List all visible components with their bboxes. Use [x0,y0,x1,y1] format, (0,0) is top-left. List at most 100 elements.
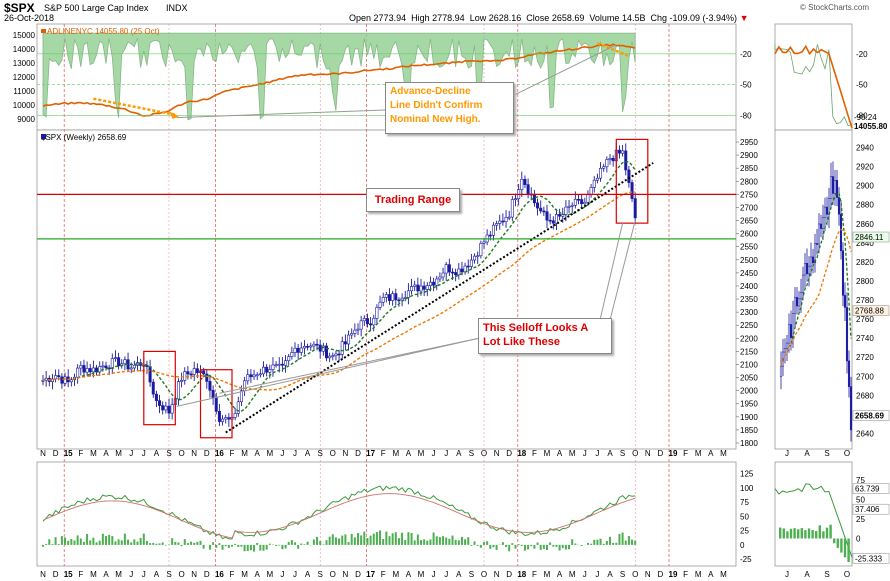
x-tick-label: M [392,449,399,458]
histogram-bar [108,534,111,545]
histogram-bar [508,544,511,552]
price-candle [365,318,369,325]
histogram-bar [325,540,328,545]
close-value: 2658.69 [551,13,585,23]
price-candle [387,294,391,301]
side-histogram-bar [847,538,850,562]
main-panel-frame-side [774,129,853,450]
histogram-bar [243,544,246,552]
price-candle [233,413,237,418]
side-price-label: 2768.88 [855,307,884,316]
histogram-bar [407,532,410,545]
histogram-bar [344,534,347,545]
x-tick-label: J [280,449,284,458]
y-tick-label: 2200 [740,334,758,343]
bottom-right-tick: 125 [740,470,754,479]
histogram-bar [369,535,372,545]
histogram-bar [564,544,567,550]
histogram-bar [609,536,611,545]
price-candle [466,265,470,268]
price-candle [589,187,593,195]
price-candle [353,329,357,334]
histogram-bar [196,541,199,545]
top-right-tick: -20 [740,50,752,59]
side-main-tick: 2780 [856,296,874,305]
price-candle [202,370,206,375]
histogram-bar [111,536,114,545]
top-panel-frame-side [774,23,853,131]
price-candle [397,299,401,302]
side-price-candle [787,324,791,344]
histogram-bar [375,532,378,545]
side-osc-label: 63.739 [855,485,880,494]
side-price-candle [793,297,797,314]
price-candle [217,411,221,422]
price-candle [350,333,354,336]
price-candle [132,364,136,369]
x-tick-label: N [494,449,500,458]
histogram-bar [410,533,413,545]
price-candle [315,343,319,346]
x-tick-label: F [532,449,537,458]
side-histogram-bar [789,528,793,539]
price-candle [381,297,385,303]
histogram-bar [338,538,341,545]
histogram-bar [246,544,249,551]
ad-arrow-head [169,111,180,119]
price-candle [422,285,426,290]
price-candle [252,374,256,378]
histogram-bar [511,543,514,545]
price-candle [176,381,180,400]
histogram-bar [67,540,70,545]
side-top-tick: -80 [856,112,868,121]
histogram-bar [284,544,287,549]
price-candle [454,272,458,276]
bottom-right-tick: 75 [740,498,749,507]
side-price-candle [783,348,787,353]
price-candle [611,158,615,162]
histogram-bar [82,541,85,545]
x-tick-label: A [154,449,160,458]
histogram-bar [586,542,589,545]
price-candle [473,255,477,261]
histogram-bar [460,536,463,545]
histogram-bar [48,539,51,545]
x-tick-label: M [720,449,727,458]
side-price-candle [821,217,825,229]
histogram-bar [479,544,482,548]
histogram-bar [426,540,429,545]
side-osc-label-box [852,553,890,564]
price-candle [469,259,473,267]
histogram-bar [183,539,186,545]
histogram-bar [57,544,60,545]
price-candle [312,343,316,347]
side-histogram-bar [836,538,839,548]
histogram-bar [486,541,489,545]
top-left-tick: 13000 [13,59,36,68]
price-candle [369,323,373,326]
histogram-bar [420,540,422,545]
price-candle [151,381,155,395]
short-moving-average [42,160,636,412]
side-long-ma [780,228,852,367]
y-tick-label: 2750 [740,190,758,199]
signal-line [42,493,636,539]
x-tick-label: M [569,449,576,458]
price-candle [498,220,502,224]
price-candle [479,243,483,257]
side-histogram-bar [843,538,847,558]
side-price-candle [833,180,837,194]
price-candle [340,341,344,355]
x-tick-label: A [305,449,311,458]
bottom-panel-frame [36,461,737,567]
histogram-bar [224,544,227,547]
price-candle [302,346,306,349]
histogram-bar [605,541,608,545]
x-tick-label: N [40,449,46,458]
highlight-box-2 [615,138,649,224]
side-histogram-bar [840,538,843,553]
price-candle [570,204,574,207]
side-histogram-bar [786,531,789,539]
price-candle [205,373,209,382]
